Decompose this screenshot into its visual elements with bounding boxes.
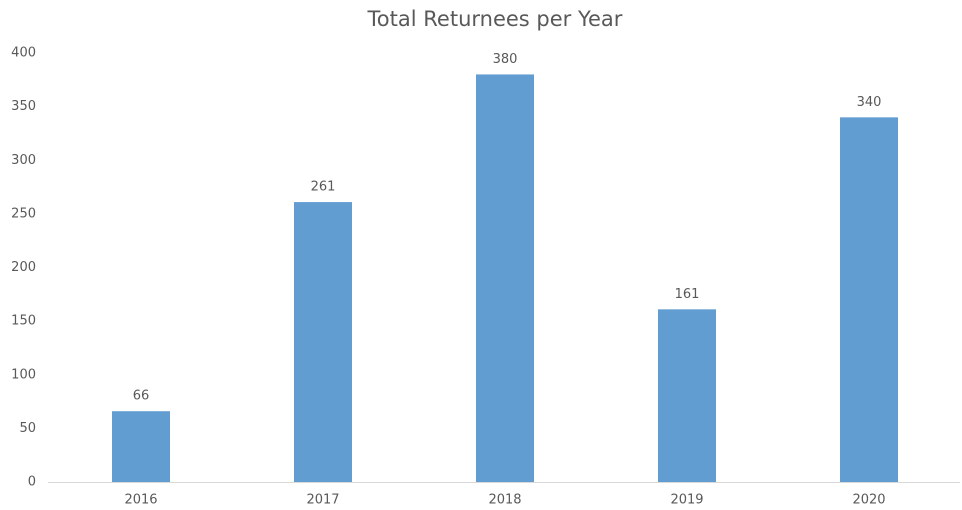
chart-title: Total Returnees per Year — [367, 7, 623, 31]
x-tick-label: 2017 — [306, 493, 339, 508]
data-label: 161 — [675, 287, 700, 302]
x-tick-label: 2016 — [124, 493, 157, 508]
data-label: 66 — [133, 389, 150, 404]
y-tick-label: 100 — [11, 367, 36, 382]
y-tick-label: 200 — [11, 260, 36, 275]
bar — [840, 117, 898, 482]
y-tick-label: 50 — [19, 421, 36, 436]
y-tick-label: 350 — [11, 99, 36, 114]
y-tick-label: 250 — [11, 206, 36, 221]
bar — [476, 74, 534, 482]
data-label: 380 — [493, 52, 518, 67]
x-tick-label: 2020 — [852, 493, 885, 508]
y-tick-label: 400 — [11, 46, 36, 61]
data-label: 261 — [311, 180, 336, 195]
bar — [658, 309, 716, 482]
bar — [112, 411, 170, 482]
x-tick-label: 2019 — [670, 493, 703, 508]
x-tick-label: 2018 — [488, 493, 521, 508]
bar — [294, 202, 352, 482]
y-tick-label: 150 — [11, 314, 36, 329]
data-label: 340 — [857, 95, 882, 110]
y-tick-label: 300 — [11, 153, 36, 168]
y-tick-label: 0 — [28, 475, 36, 490]
